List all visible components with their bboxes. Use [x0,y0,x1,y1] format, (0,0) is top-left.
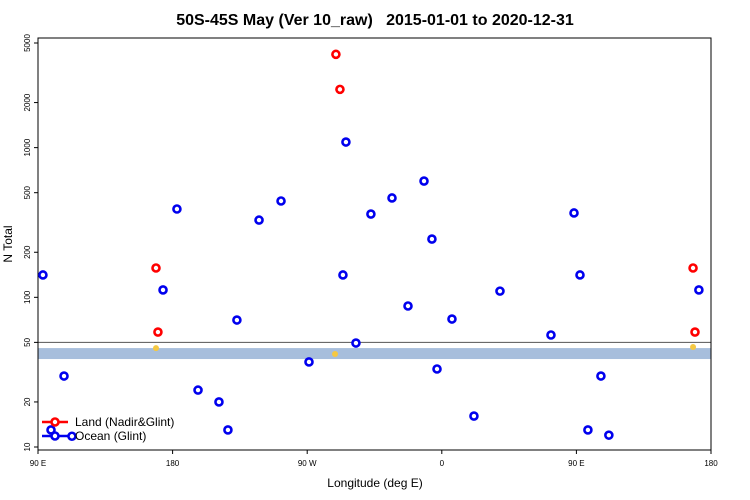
point [596,371,606,381]
point [495,286,505,296]
point [59,371,69,381]
x-tick-label: 90 E [30,459,46,468]
point [338,270,348,280]
minor-point [332,351,339,358]
point [341,137,351,147]
point [304,357,314,367]
point [569,208,579,218]
legend-label: Land (Nadir&Glint) [75,415,174,429]
legend-marker [50,417,60,427]
point [447,314,457,324]
point [403,301,413,311]
point [432,364,442,374]
x-axis-label: Longitude (deg E) [327,476,422,490]
point [575,270,585,280]
point [366,209,376,219]
x-tick-label: 90 W [298,459,317,468]
point [604,430,614,440]
point [690,327,700,337]
band [38,348,711,360]
point [335,84,345,95]
point [254,215,264,225]
point [694,285,704,295]
x-tick-label: 180 [166,459,180,468]
legend-label: Ocean (Glint) [75,429,146,443]
point [427,234,437,244]
y-tick-label: 100 [23,290,32,304]
point [351,338,361,348]
point [469,411,479,421]
point [151,263,161,273]
x-tick-label: 180 [704,459,718,468]
point [688,263,698,273]
y-tick-label: 20 [23,397,32,406]
point [387,193,397,203]
point [158,285,168,295]
point [193,385,203,395]
point [546,330,556,340]
chart-title: 50S-45S May (Ver 10_raw) 2015-01-01 to 2… [176,12,574,29]
y-tick-label: 2000 [23,93,32,111]
legend-marker [50,431,60,441]
y-tick-label: 200 [23,245,32,259]
y-tick-label: 50 [23,337,32,346]
minor-point [152,345,159,352]
point [331,49,341,60]
point [419,176,429,186]
point [38,270,48,280]
point [223,425,233,435]
point [232,315,242,325]
x-tick-label: 0 [440,459,445,468]
point [214,397,224,407]
point [153,327,163,337]
y-tick-label: 500 [23,185,32,199]
y-tick-label: 10 [23,442,32,451]
point [172,204,182,214]
y-tick-label: 5000 [23,34,32,52]
point [276,196,286,206]
x-tick-label: 90 E [568,459,584,468]
point [67,431,77,442]
y-axis-label: N Total [1,225,15,262]
point [583,425,593,435]
plot-frame [37,37,712,451]
y-tick-label: 1000 [23,138,32,156]
minor-point [690,343,697,350]
